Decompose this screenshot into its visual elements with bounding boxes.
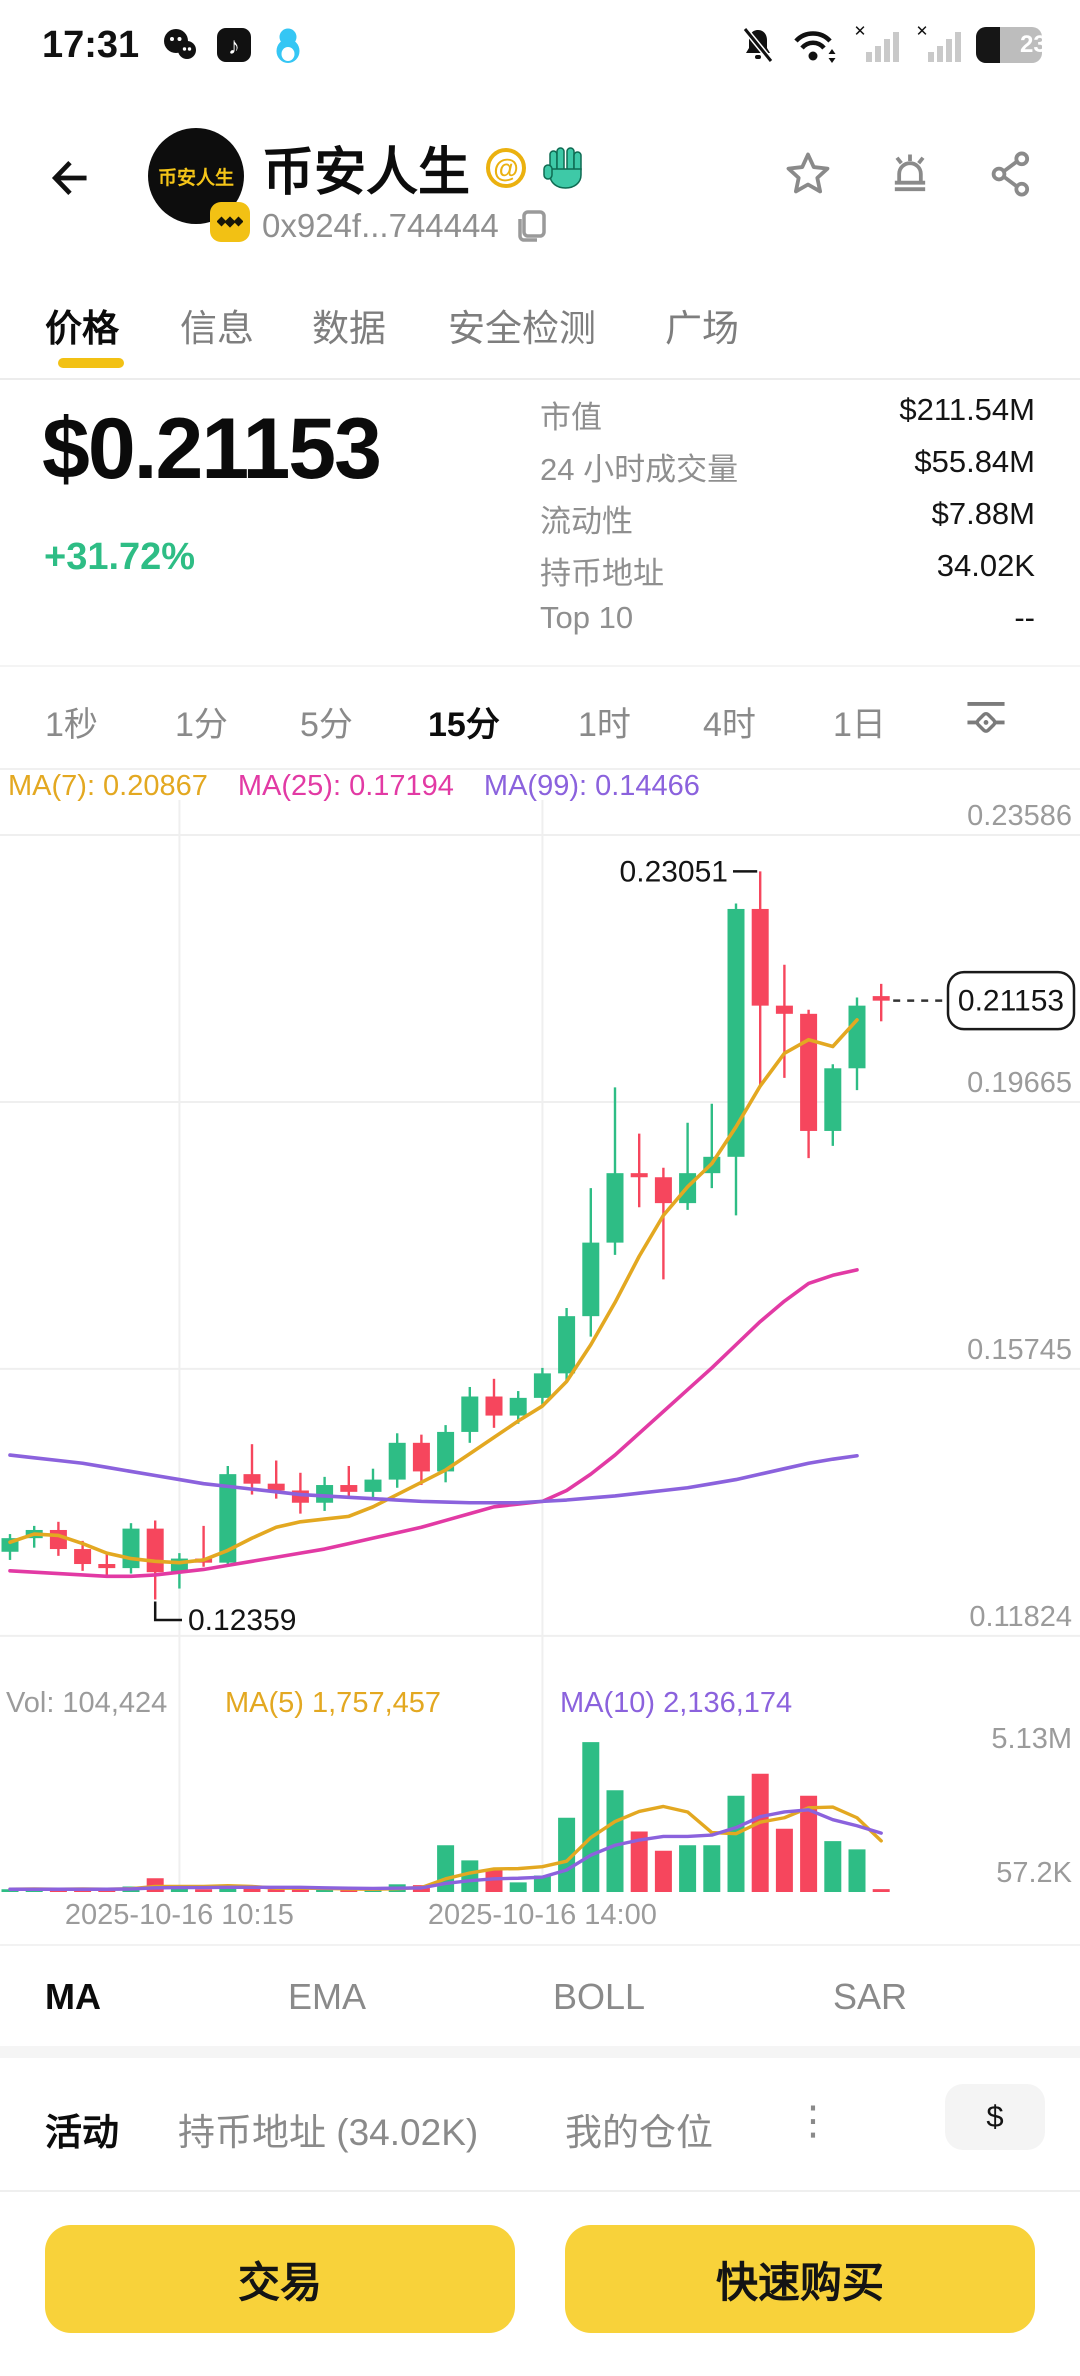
indicator-ma[interactable]: MA [45,1976,101,2017]
axis-labels: 0.23586 0.19665 0.15745 0.11824 5.13M 57.2K [967,800,1072,1889]
tf-1m[interactable]: 1分 [175,706,228,744]
current-price: $0.21153 [42,401,382,497]
tf-4h[interactable]: 4时 [703,706,756,744]
stat-market-cap: 市值 $211.54M [540,392,1035,435]
indicator-sar[interactable]: SAR [833,1976,908,2017]
indicator-boll[interactable]: BOLL [553,1976,646,2017]
subtab-position[interactable]: 我的仓位 [565,2112,713,2153]
quick-buy-button[interactable]: 快速购买 [565,2225,1035,2333]
currency-toggle[interactable]: $ [945,2084,1045,2150]
tf-15m[interactable]: 15分 [428,706,500,744]
favorite-star-icon[interactable] [782,148,834,200]
wifi-icon [794,31,836,63]
tiktok-icon: ♪ [217,28,252,62]
contract-address[interactable]: 0x924f...744444 [262,207,499,244]
ma99-label: MA(99): 0.14466 [483,770,700,802]
stat-holders: 持币地址 34.02K [540,548,1035,591]
sim1-signal-icon: ✕ [854,24,899,62]
svg-text:0.23586: 0.23586 [967,800,1072,832]
tf-1h[interactable]: 1时 [578,706,631,744]
section-divider [0,2046,1080,2058]
tab-info[interactable]: 信息 [180,308,254,349]
last-price-chip: 0.21153 [946,970,1076,1031]
notification-app-icons: ♪ [161,26,307,64]
grid: 2025-10-16 10:15 2025-10-16 14:00 [0,800,1080,1931]
copy-icon[interactable] [511,206,551,246]
svg-text:MA(5) 1,757,457: MA(5) 1,757,457 [225,1687,441,1719]
svg-text:0.11824: 0.11824 [969,1601,1072,1633]
detail-tabs: 活动 持币地址 (34.02K) 我的仓位 ⋮ $ [0,2058,1080,2192]
tab-price[interactable]: 价格 [45,308,119,349]
svg-text:0.21153: 0.21153 [958,985,1064,1018]
svg-text:2025-10-16 14:00: 2025-10-16 14:00 [428,1899,657,1931]
svg-text:0.23051: 0.23051 [620,855,728,888]
notifications-off-icon [742,27,774,63]
chart-settings-icon[interactable] [962,693,1010,741]
price-ma-lines [8,1018,859,1579]
chain-badge-icon [210,202,250,242]
active-tab-underline [58,358,124,368]
tab-data[interactable]: 数据 [312,308,386,349]
ma25-label: MA(25): 0.17194 [237,770,454,802]
candles [1,871,890,1600]
price-summary: $0.21153 +31.72% 市值 $211.54M 24 小时成交量 $55.… [0,378,1080,667]
svg-text:@: @ [493,153,518,183]
stat-top10: Top 10 -- [540,600,1035,635]
battery-icon: 23 [976,27,1042,63]
svg-text:0.15745: 0.15745 [967,1334,1072,1366]
svg-text:✕: ✕ [916,24,929,40]
svg-text:0.12359: 0.12359 [188,1604,296,1637]
qq-icon [276,28,300,63]
token-header: 币安人生 币安人生 @ 0x924f...744444 [0,90,1080,272]
wechat-icon [164,29,197,59]
volume-bars [1,1742,890,1892]
timeframe-bar: 1秒 1分 5分 15分 1时 4时 1日 [0,665,1080,770]
clock: 17:31 [42,23,140,66]
ma7-label: MA(7): 0.20867 [8,770,208,802]
back-button[interactable] [44,152,96,204]
at-badge-icon: @ [486,147,527,188]
price-alert-icon[interactable] [884,148,936,200]
tab-square[interactable]: 广场 [665,308,739,349]
subtab-activity[interactable]: 活动 [45,2112,119,2153]
svg-text:5.13M: 5.13M [991,1723,1072,1755]
page-tabs: 价格 信息 数据 安全检测 广场 [0,272,1080,380]
tf-1s[interactable]: 1秒 [45,706,98,744]
svg-text:57.2K: 57.2K [996,1857,1072,1889]
svg-text:0.19665: 0.19665 [967,1067,1072,1099]
subtab-holders[interactable]: 持币地址 (34.02K) [178,2112,479,2153]
svg-text:MA(10) 2,136,174: MA(10) 2,136,174 [560,1687,792,1719]
indicator-tabs: MA EMA BOLL SAR [0,1944,1080,2046]
kline-chart[interactable]: 2025-10-16 10:15 2025-10-16 14:000.235860… [0,800,1080,1940]
tf-5m[interactable]: 5分 [300,706,353,744]
svg-text:✕: ✕ [854,24,867,40]
svg-text:Vol: 104,424: Vol: 104,424 [6,1687,167,1719]
price-ma-legend: MA(7): 0.20867 MA(25): 0.17194 MA(99): 0… [8,770,1072,802]
svg-text:♪: ♪ [228,33,240,60]
volume-ma-lines [8,1804,883,1891]
stat-volume-24h: 24 小时成交量 $55.84M [540,444,1035,487]
tab-security[interactable]: 安全检测 [448,308,596,349]
price-change-badge: +31.72% [44,536,196,578]
status-bar: 17:31 ♪ ✕ ✕ 23 [0,0,1080,90]
svg-text:2025-10-16 10:15: 2025-10-16 10:15 [65,1899,294,1931]
trade-button[interactable]: 交易 [45,2225,515,2333]
stat-liquidity: 流动性 $7.88M [540,496,1035,539]
share-icon[interactable] [986,148,1038,200]
indicator-ema[interactable]: EMA [288,1976,367,2017]
token-name: 币安人生 [262,144,471,202]
more-options-icon[interactable]: ⋮ [793,2099,833,2143]
volume-legend: Vol: 104,424 MA(5) 1,757,457 MA(10) 2,136,… [6,1687,792,1719]
vulcan-hand-icon [543,146,582,189]
annotations: 0.23051 0.12359 0.21153 [153,855,1076,1637]
sim2-signal-icon: ✕ [916,24,961,62]
tf-1d[interactable]: 1日 [833,706,886,744]
